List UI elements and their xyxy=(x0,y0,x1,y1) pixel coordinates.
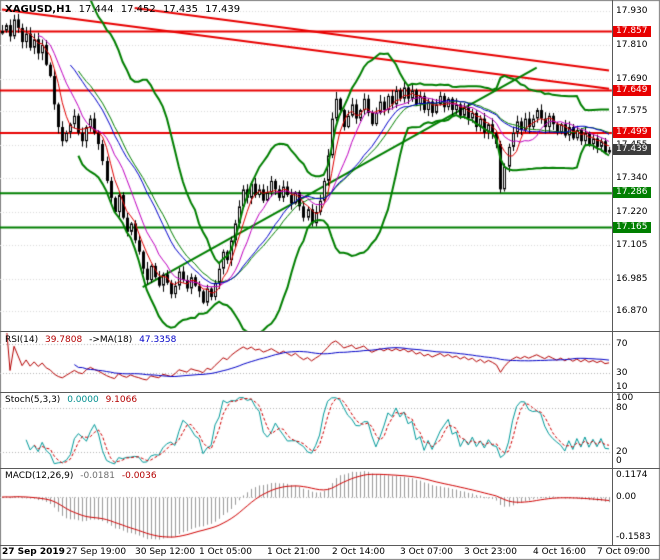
rsi-indicator-label: RSI(14) 39.7808 ->MA(18) 47.3358 xyxy=(5,335,180,345)
stoch-signal-value: 9.1066 xyxy=(105,395,138,405)
time-axis-label: 7 Oct 09:00 xyxy=(597,547,650,557)
macd-axis-label: -0.1583 xyxy=(616,532,651,542)
stoch-axis-label: 80 xyxy=(616,403,628,413)
rsi-ma-name: ->MA(18) xyxy=(89,335,133,345)
time-axis-label: 30 Sep 12:00 xyxy=(135,547,196,557)
time-axis-label: 4 Oct 16:00 xyxy=(533,547,586,557)
ohlc-high: 17.452 xyxy=(120,4,156,15)
resistance-price-chip: 17.857 xyxy=(613,26,651,37)
price-axis-label: 17.105 xyxy=(616,240,648,250)
symbol-timeframe-label: XAGUSD,H1 xyxy=(5,4,72,15)
support-price-chip: 17.165 xyxy=(613,222,651,233)
time-axis-label: 1 Oct 05:00 xyxy=(199,547,252,557)
stoch-axis-label: 100 xyxy=(616,393,634,403)
price-axis-label: 16.870 xyxy=(616,306,648,316)
macd-axis-label: 0.1174 xyxy=(616,470,648,480)
time-axis-label: 27 Sep 2019 xyxy=(2,547,65,557)
time-axis-label: 3 Oct 23:00 xyxy=(464,547,517,557)
time-axis-label: 3 Oct 07:00 xyxy=(400,547,453,557)
macd-name: MACD(12,26,9) xyxy=(5,471,74,481)
price-axis-label: 17.575 xyxy=(616,106,648,116)
rsi-axis-label: 70 xyxy=(616,339,628,349)
current-price-chip: 17.439 xyxy=(613,144,651,155)
panel-separator[interactable] xyxy=(0,331,660,332)
price-axis-label: 17.340 xyxy=(616,173,648,183)
macd-axis-label: 0.00 xyxy=(616,492,637,502)
stoch-main-value: 0.0000 xyxy=(67,395,99,405)
rsi-axis-label: 10 xyxy=(616,382,628,392)
rsi-axis-label: 30 xyxy=(616,368,628,378)
macd-signal-value: -0.0036 xyxy=(121,471,157,481)
price-axis-label: 17.810 xyxy=(616,40,648,50)
support-price-chip: 17.286 xyxy=(613,187,651,198)
panel-separator[interactable] xyxy=(0,468,660,469)
rsi-ma-value: 47.3358 xyxy=(139,335,177,345)
price-axis-label: 17.690 xyxy=(616,74,648,84)
time-axis-border xyxy=(0,545,660,546)
stoch-axis-label: 0 xyxy=(616,456,622,466)
macd-main-value: -0.0181 xyxy=(80,471,115,481)
time-axis-label: 27 Sep 19:00 xyxy=(66,547,127,557)
resistance-price-chip: 17.649 xyxy=(613,85,651,96)
time-axis-label: 1 Oct 21:00 xyxy=(267,547,320,557)
stochastic-indicator-label: Stoch(5,3,3) 0.0000 9.1066 xyxy=(5,395,141,405)
rsi-value: 39.7808 xyxy=(44,335,83,345)
price-axis-label: 17.220 xyxy=(616,207,648,217)
macd-indicator-label: MACD(12,26,9) -0.0181 -0.0036 xyxy=(5,471,161,481)
ohlc-close: 17.439 xyxy=(205,4,241,15)
ohlc-low: 17.435 xyxy=(162,4,198,15)
price-axis-label: 16.985 xyxy=(616,274,648,284)
stoch-name: Stoch(5,3,3) xyxy=(5,395,61,405)
panel-separator[interactable] xyxy=(0,392,660,393)
price-axis-label: 17.930 xyxy=(616,6,648,16)
price-axis-border xyxy=(612,0,613,545)
rsi-name: RSI(14) xyxy=(5,335,39,345)
ohlc-open: 17.444 xyxy=(78,4,114,15)
resistance-price-chip: 17.499 xyxy=(613,127,651,138)
stoch-axis-label: 20 xyxy=(616,447,628,457)
time-axis-label: 2 Oct 14:00 xyxy=(332,547,385,557)
chart-title: XAGUSD,H1 17.444 17.452 17.435 17.439 xyxy=(5,4,244,15)
